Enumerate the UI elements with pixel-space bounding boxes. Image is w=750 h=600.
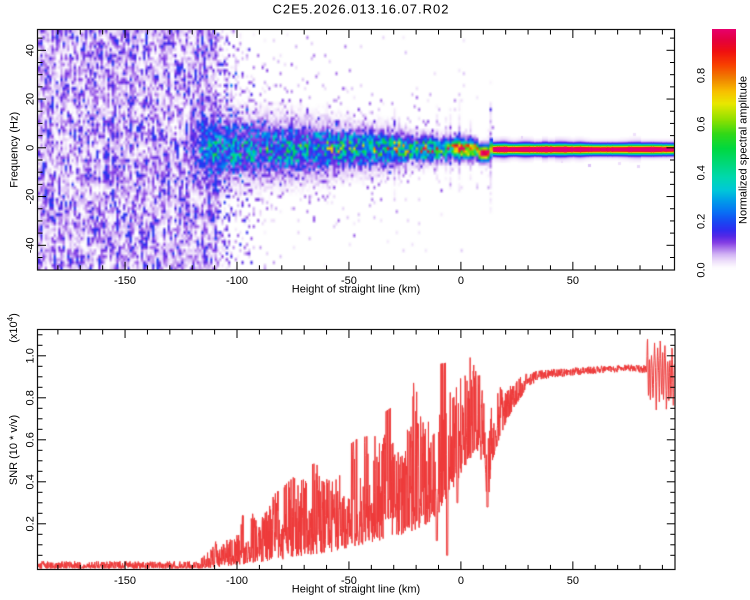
svg-text:-50: -50 xyxy=(341,575,357,587)
svg-text:0: 0 xyxy=(25,145,37,151)
svg-text:SNR (10 * v/v): SNR (10 * v/v) xyxy=(8,415,20,485)
svg-text:0.6: 0.6 xyxy=(696,116,708,131)
svg-text:0.4: 0.4 xyxy=(696,165,708,180)
svg-text:-50: -50 xyxy=(341,275,357,287)
svg-text:Frequency (Hz): Frequency (Hz) xyxy=(9,112,21,188)
svg-text:20: 20 xyxy=(25,93,37,105)
svg-text:Height of straight line (km): Height of straight line (km) xyxy=(292,584,420,596)
svg-text:0: 0 xyxy=(458,575,464,587)
svg-text:-20: -20 xyxy=(25,189,37,205)
svg-text:0.4: 0.4 xyxy=(25,474,37,489)
svg-text:40: 40 xyxy=(25,44,37,56)
svg-text:0.2: 0.2 xyxy=(25,516,37,531)
svg-text:0.0: 0.0 xyxy=(696,262,708,277)
svg-text:50: 50 xyxy=(567,575,579,587)
svg-text:0: 0 xyxy=(458,275,464,287)
svg-text:-150: -150 xyxy=(114,575,136,587)
svg-text:-100: -100 xyxy=(226,575,248,587)
svg-text:C2E5.2026.013.16.07.R02: C2E5.2026.013.16.07.R02 xyxy=(273,2,450,17)
svg-text:0.2: 0.2 xyxy=(696,214,708,229)
svg-text:50: 50 xyxy=(567,275,579,287)
svg-text:-150: -150 xyxy=(114,275,136,287)
svg-text:1.0: 1.0 xyxy=(25,348,37,363)
svg-text:-40: -40 xyxy=(25,237,37,253)
svg-text:0.6: 0.6 xyxy=(25,432,37,447)
svg-text:(x104): (x104) xyxy=(6,313,20,343)
svg-text:0.8: 0.8 xyxy=(25,390,37,405)
svg-text:Height of straight line (km): Height of straight line (km) xyxy=(292,284,420,296)
svg-text:Normalized spectral amplitude: Normalized spectral amplitude xyxy=(738,76,750,224)
svg-text:-100: -100 xyxy=(226,275,248,287)
svg-text:0.8: 0.8 xyxy=(696,68,708,83)
